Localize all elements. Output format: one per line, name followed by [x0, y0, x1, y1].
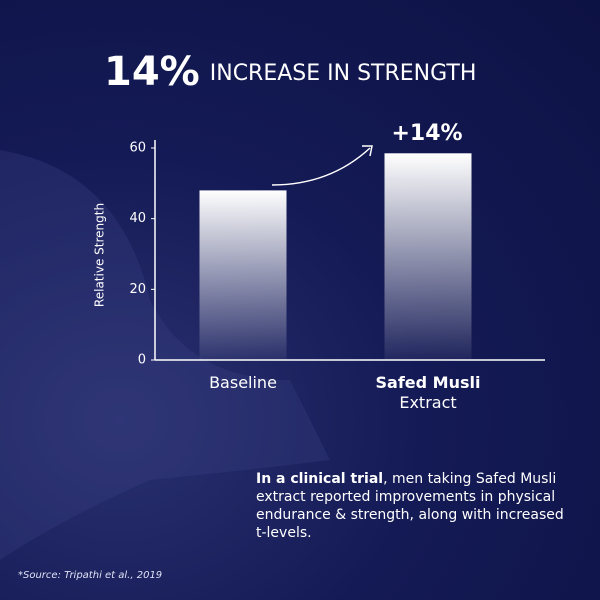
y-tick-label: 20: [129, 282, 146, 297]
source: *Source: Tripathi et al., 2019: [18, 570, 163, 581]
title-number: 14%: [104, 49, 200, 95]
y-tick-label: 60: [129, 141, 146, 156]
body-rest: , men taking Safed Musli extract reporte…: [256, 471, 564, 541]
y-axis-label: Relative Strength: [93, 203, 107, 307]
x-tick-label: Safed Musli Extract: [375, 373, 481, 412]
body-lead: In a clinical trial: [256, 471, 384, 487]
x-tick-label: Baseline: [209, 373, 277, 392]
arrow: [271, 147, 371, 186]
arrow-head: [362, 145, 373, 157]
bar: [199, 190, 287, 360]
title: 14% INCREASE IN STRENGTH: [104, 49, 476, 95]
bar: [384, 153, 472, 360]
y-tick-label: 40: [129, 211, 146, 226]
title-text: INCREASE IN STRENGTH: [210, 61, 477, 86]
body-text: In a clinical trial, men taking Safed Mu…: [256, 470, 576, 542]
background-figure: [0, 150, 330, 560]
annotation: +14%: [391, 121, 462, 146]
y-tick-label: 0: [138, 353, 146, 368]
